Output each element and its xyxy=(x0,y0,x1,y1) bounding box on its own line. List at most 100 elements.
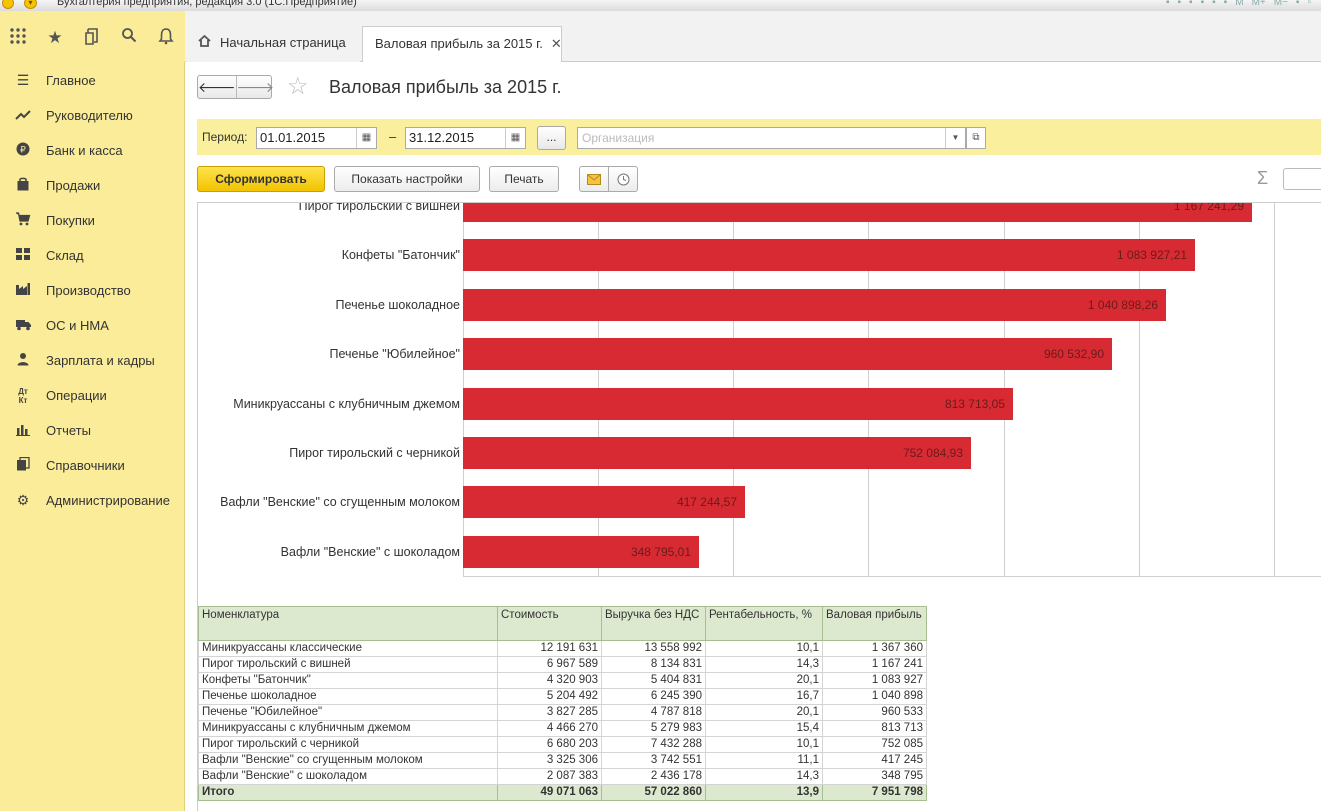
table-cell: 2 436 178 xyxy=(601,768,706,785)
favorite-star-icon[interactable]: ☆ xyxy=(287,73,309,100)
table-header-row: Номенклатура Стоимость Выручка без НДС Р… xyxy=(198,606,927,641)
sum-icon[interactable]: Σ xyxy=(1257,168,1269,188)
chart-category-label: Вафли "Венские" с шоколадом xyxy=(280,545,460,559)
chart-baseline xyxy=(463,576,1321,577)
sidebar-item-director[interactable]: Руководителю xyxy=(0,98,185,133)
mail-icon[interactable]: ▪ xyxy=(1200,0,1205,8)
table-cell: 20,1 xyxy=(705,704,823,721)
sidebar-item-reports[interactable]: Отчеты xyxy=(0,413,185,448)
table-cell: 5 404 831 xyxy=(601,672,706,689)
restore-icon[interactable]: ▫ xyxy=(1307,0,1311,8)
table-cell: 11,1 xyxy=(705,752,823,769)
sidebar-item-label: Банк и касса xyxy=(46,143,123,158)
memory-minus-icon[interactable]: M− xyxy=(1273,0,1288,8)
bell-icon[interactable] xyxy=(155,27,177,49)
chart-data-label: 417 244,57 xyxy=(676,495,737,509)
col-header-revenue: Выручка без НДС xyxy=(601,606,706,641)
zoom-icon[interactable]: ▪ xyxy=(1295,0,1300,8)
sidebar-item-label: Руководителю xyxy=(46,108,133,123)
warehouse-icon xyxy=(0,247,46,264)
print-icon[interactable]: ▪ xyxy=(1177,0,1182,8)
top-nav-bar: ★ Начальная страница Валовая прибыль за … xyxy=(0,11,1321,62)
send-email-icon[interactable] xyxy=(579,166,609,192)
col-header-profitability: Рентабельность, % xyxy=(705,606,823,641)
main-menu-button[interactable]: ▾ xyxy=(24,0,37,9)
sidebar-item-main[interactable]: ☰ Главное xyxy=(0,63,185,98)
table-row[interactable]: Конфеты "Батончик" 4 320 903 5 404 831 20,1… xyxy=(198,672,927,689)
sidebar-item-label: Покупки xyxy=(46,213,95,228)
table-cell: 10,1 xyxy=(705,736,823,753)
star-icon[interactable]: ★ xyxy=(47,28,63,47)
apps-grid-icon[interactable] xyxy=(7,27,29,49)
calculator-icon[interactable]: ▪ xyxy=(1212,0,1216,8)
table-row[interactable]: Пирог тирольский с черникой 6 680 203 7 43… xyxy=(198,736,927,753)
cart-icon xyxy=(0,212,46,229)
tab-home[interactable]: Начальная страница xyxy=(186,26,360,62)
print-button[interactable]: Печать xyxy=(489,166,559,192)
chart-data-label: 1 083 927,21 xyxy=(1116,248,1187,262)
calendar-icon[interactable]: ▦ xyxy=(356,128,376,148)
table-row[interactable]: Печенье шоколадное 5 204 492 6 245 390 16,7… xyxy=(198,688,927,705)
gross-profit-chart: 1 167 241,29 Пирог тирольский с вишней 1 0… xyxy=(198,203,1321,579)
sidebar-item-operations[interactable]: Дт Кт Операции xyxy=(0,378,185,413)
bar-chart-icon xyxy=(0,423,46,439)
memory-plus-icon[interactable]: M+ xyxy=(1251,0,1266,8)
forward-button[interactable]: 🡒 xyxy=(235,76,274,98)
col-header-gross-profit: Валовая прибыль xyxy=(822,606,927,641)
dt-kt-icon: Дт Кт xyxy=(18,386,28,405)
sidebar-item-warehouse[interactable]: Склад xyxy=(0,238,185,273)
report-area[interactable]: 1 167 241,29 Пирог тирольский с вишней 1 0… xyxy=(197,202,1321,811)
sidebar-item-catalogs[interactable]: Справочники xyxy=(0,448,185,483)
generate-button[interactable]: Сформировать xyxy=(197,166,325,192)
sidebar-item-sales[interactable]: Продажи xyxy=(0,168,185,203)
menu-lines-icon: ☰ xyxy=(16,72,30,88)
table-row[interactable]: Миникруассаны классические 12 191 631 13 5… xyxy=(198,640,927,657)
table-cell: 960 533 xyxy=(822,704,927,721)
chart-gridline xyxy=(1139,203,1140,576)
table-cell: 1 083 927 xyxy=(822,672,927,689)
show-settings-button[interactable]: Показать настройки xyxy=(334,166,480,192)
sidebar-item-production[interactable]: Производство xyxy=(0,273,185,308)
sidebar-item-purchases[interactable]: Покупки xyxy=(0,203,185,238)
table-row[interactable]: Печенье "Юбилейное" 3 827 285 4 787 818 20,… xyxy=(198,704,927,721)
sidebar-item-assets[interactable]: ОС и НМА xyxy=(0,308,185,343)
date-to-field[interactable]: 31.12.2015 ▦ xyxy=(405,127,526,149)
table-cell: 14,3 xyxy=(705,656,823,673)
sidebar-item-salary[interactable]: Зарплата и кадры xyxy=(0,343,185,378)
history-icon[interactable] xyxy=(81,27,103,49)
chart-category-label: Миникруассаны с клубничным джемом xyxy=(233,397,460,411)
tab-gross-profit[interactable]: Валовая прибыль за 2015 г. ✕ xyxy=(362,26,562,62)
filter-bar: Период: 01.01.2015 ▦ – 31.12.2015 ▦ ... … xyxy=(197,119,1321,155)
organization-field[interactable]: Организация ▼ xyxy=(577,127,966,149)
sidebar-item-admin[interactable]: ⚙ Администрирование xyxy=(0,483,185,518)
table-row[interactable]: Вафли "Венские" с шоколадом 2 087 383 2 43… xyxy=(198,768,927,785)
date-from-field[interactable]: 01.01.2015 ▦ xyxy=(256,127,377,149)
chart-category-label: Вафли "Венские" со сгущенным молоком xyxy=(220,495,460,509)
preview-icon[interactable]: ▪ xyxy=(1189,0,1193,8)
back-button[interactable]: 🡐 xyxy=(198,79,236,95)
table-cell: 57 022 860 xyxy=(601,784,706,801)
calendar-icon[interactable]: ▪ xyxy=(1223,0,1228,8)
chart-category-label: Конфеты "Батончик" xyxy=(341,248,460,262)
open-organization-icon[interactable]: ⧉ xyxy=(966,127,986,149)
chevron-down-icon[interactable]: ▼ xyxy=(945,128,965,148)
history-nav: 🡐 🡒 xyxy=(197,75,274,99)
table-cell: 7 951 798 xyxy=(822,784,927,801)
save-icon[interactable]: ▪ xyxy=(1165,0,1170,8)
search-icon[interactable] xyxy=(118,27,140,49)
table-row[interactable]: Пирог тирольский с вишней 6 967 589 8 134 … xyxy=(198,656,927,673)
table-total-row[interactable]: Итого 49 071 063 57 022 860 13,9 7 951 798 xyxy=(198,784,927,801)
close-icon[interactable]: ✕ xyxy=(550,36,562,51)
table-cell: 16,7 xyxy=(705,688,823,705)
sidebar-item-bank[interactable]: ₽ Банк и касса xyxy=(0,133,185,168)
schedule-clock-icon[interactable] xyxy=(608,166,638,192)
table-cell: 14,3 xyxy=(705,768,823,785)
period-select-button[interactable]: ... xyxy=(537,126,566,150)
table-row[interactable]: Вафли "Венские" со сгущенным молоком 3 32… xyxy=(198,752,927,769)
table-row[interactable]: Миникруассаны с клубничным джемом 4 466 2… xyxy=(198,720,927,737)
calendar-icon[interactable]: ▦ xyxy=(505,128,525,148)
truck-icon xyxy=(0,318,46,334)
memory-m-icon[interactable]: M xyxy=(1235,0,1244,8)
table-cell: 2 087 383 xyxy=(497,768,602,785)
trend-icon xyxy=(0,108,46,124)
